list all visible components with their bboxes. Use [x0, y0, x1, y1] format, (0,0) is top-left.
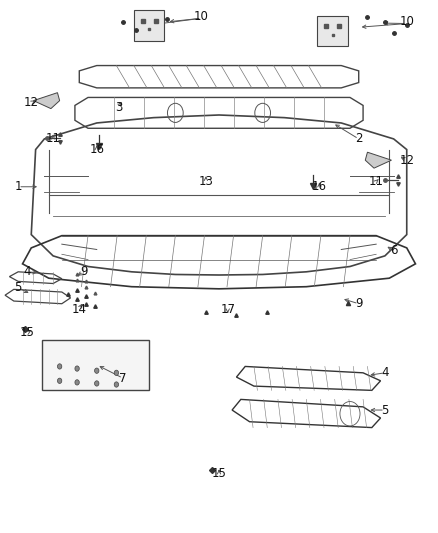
Text: 15: 15 — [19, 326, 34, 340]
Bar — [42, 341, 149, 390]
FancyBboxPatch shape — [134, 10, 164, 41]
Text: 9: 9 — [355, 297, 363, 310]
Circle shape — [95, 368, 99, 373]
Polygon shape — [33, 93, 60, 109]
Circle shape — [75, 366, 79, 371]
Text: 13: 13 — [198, 175, 213, 188]
Text: 3: 3 — [115, 101, 122, 114]
Text: 7: 7 — [119, 372, 127, 385]
Text: 17: 17 — [220, 303, 235, 316]
Circle shape — [95, 381, 99, 386]
Text: 9: 9 — [80, 265, 88, 278]
Text: 5: 5 — [381, 403, 389, 416]
Text: 11: 11 — [46, 132, 60, 146]
FancyBboxPatch shape — [317, 15, 348, 46]
Text: 2: 2 — [355, 132, 363, 146]
Polygon shape — [365, 152, 392, 168]
Text: 1: 1 — [14, 180, 22, 193]
Text: 10: 10 — [399, 15, 414, 28]
Circle shape — [114, 370, 119, 375]
Text: 4: 4 — [381, 366, 389, 379]
Text: 16: 16 — [312, 180, 327, 193]
Text: 11: 11 — [369, 175, 384, 188]
Text: 12: 12 — [24, 96, 39, 109]
Circle shape — [57, 364, 62, 369]
Text: 5: 5 — [14, 281, 22, 294]
Text: 12: 12 — [399, 154, 414, 167]
Text: 6: 6 — [390, 244, 397, 257]
Text: 10: 10 — [194, 10, 209, 23]
Text: 4: 4 — [23, 265, 31, 278]
Circle shape — [57, 378, 62, 383]
Text: 15: 15 — [212, 467, 226, 480]
Circle shape — [114, 382, 119, 387]
Text: 16: 16 — [89, 143, 104, 156]
Circle shape — [75, 379, 79, 385]
Text: 14: 14 — [72, 303, 87, 316]
